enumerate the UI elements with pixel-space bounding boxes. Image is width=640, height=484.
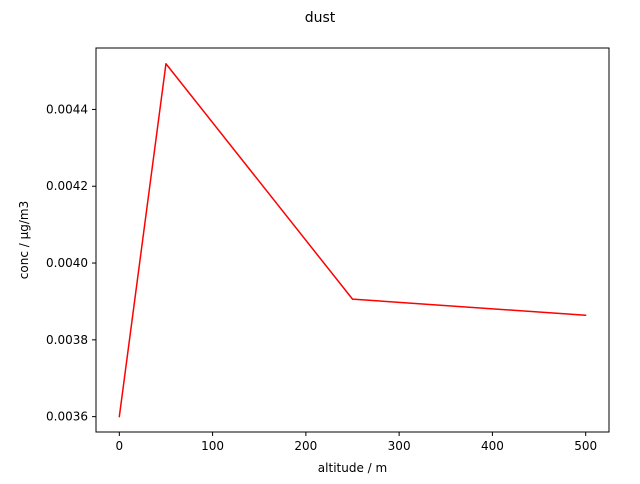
y-axis-ticks: 0.0036 0.0038 0.0040 0.0042 0.0044 xyxy=(46,102,96,424)
x-tick-label: 100 xyxy=(201,439,224,453)
x-axis-label: altitude / m xyxy=(318,461,387,475)
x-tick-label: 500 xyxy=(574,439,597,453)
axes xyxy=(95,47,610,433)
y-tick-label: 0.0040 xyxy=(46,256,88,270)
y-tick-label: 0.0042 xyxy=(46,179,88,193)
y-tick-label: 0.0044 xyxy=(46,102,88,116)
y-axis-label: conc / µg/m3 xyxy=(17,201,31,279)
series-line xyxy=(118,62,587,418)
x-tick-label: 300 xyxy=(388,439,411,453)
x-tick-label: 200 xyxy=(294,439,317,453)
x-tick-label: 400 xyxy=(481,439,504,453)
y-tick-label: 0.0036 xyxy=(46,410,88,424)
chart-title: dust xyxy=(305,10,336,26)
series-group xyxy=(118,62,587,418)
plot-frame xyxy=(95,47,610,433)
y-tick-label: 0.0038 xyxy=(46,333,88,347)
x-tick-label: 0 xyxy=(115,439,123,453)
x-axis-ticks: 0 100 200 300 400 500 xyxy=(115,432,597,453)
